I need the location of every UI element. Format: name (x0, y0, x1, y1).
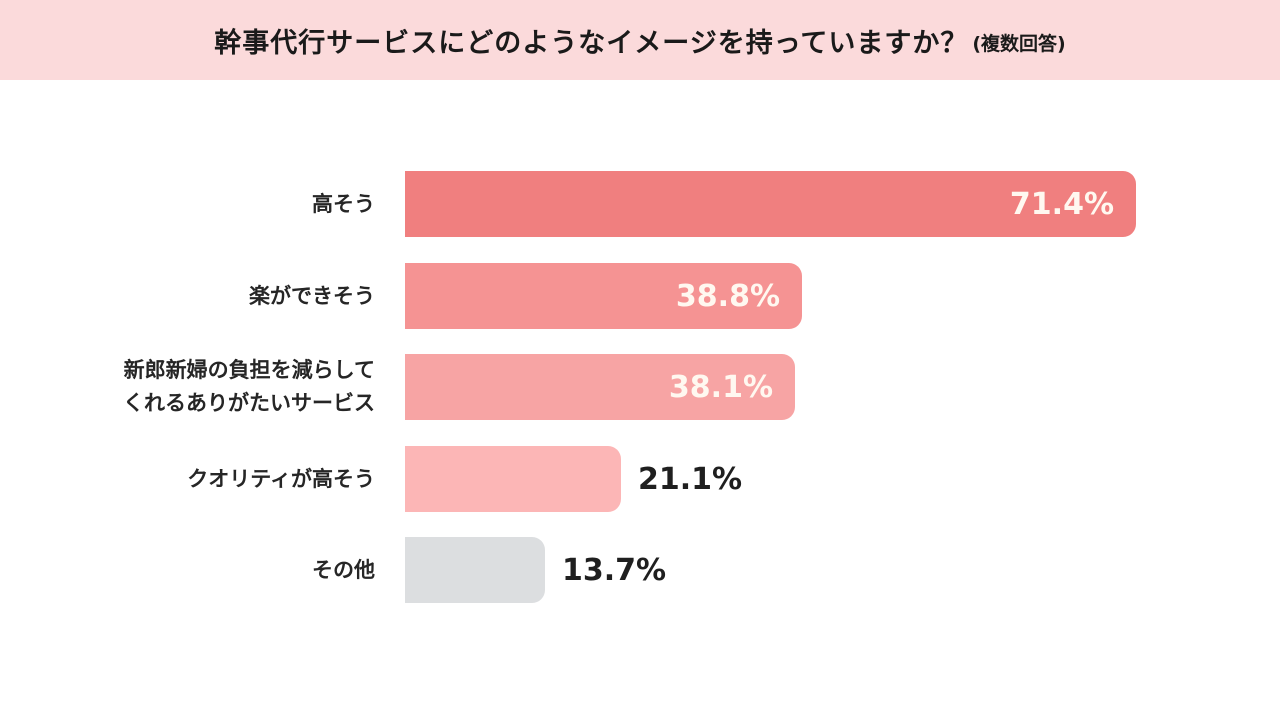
category-label: 楽ができそう (249, 283, 375, 308)
category-label: 新郎新婦の負担を減らして くれるありがたいサービス (123, 358, 375, 415)
bar (405, 171, 1136, 237)
bar-row: 楽ができそう 38.8% (0, 263, 1280, 329)
value-label: 38.1% (668, 369, 773, 405)
chart-title: 幹事代行サービスにどのようなイメージを持っていますか？ (214, 27, 969, 59)
bar-row: クオリティが高そう 21.1% (0, 446, 1280, 512)
bar-row: 新郎新婦の負担を減らして くれるありがたいサービス 38.1% (0, 354, 1280, 420)
value-label: 13.7% (562, 552, 667, 588)
bar (405, 446, 621, 512)
value-label: 38.8% (675, 278, 780, 314)
value-label: 71.4% (1009, 186, 1114, 222)
category-label: その他 (312, 557, 375, 582)
bar-row: その他 13.7% (0, 537, 1280, 603)
category-label: 高そう (312, 191, 375, 216)
bar (405, 537, 545, 603)
value-label: 21.1% (638, 461, 743, 497)
category-label: クオリティが高そう (187, 466, 375, 491)
bar (405, 263, 802, 329)
bar-row: 高そう 71.4% (0, 171, 1280, 237)
chart-header: 幹事代行サービスにどのようなイメージを持っていますか？ (複数回答) (0, 0, 1280, 80)
bar (405, 354, 795, 420)
chart-title-suffix: (複数回答) (972, 32, 1066, 55)
